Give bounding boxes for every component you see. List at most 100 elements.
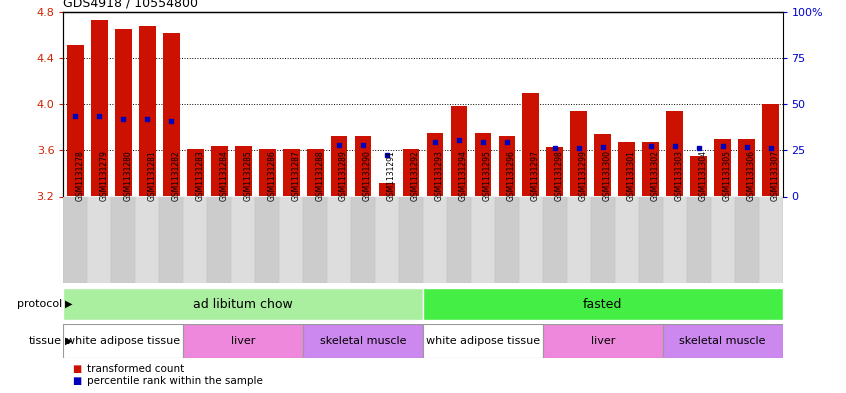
Bar: [159, 196, 184, 283]
Bar: [618, 142, 635, 196]
Text: GSM1131299: GSM1131299: [579, 150, 588, 201]
Bar: [759, 196, 783, 283]
Bar: [523, 93, 539, 196]
Text: skeletal muscle: skeletal muscle: [320, 336, 406, 346]
Text: GSM1131296: GSM1131296: [507, 150, 516, 201]
Bar: [184, 324, 303, 358]
Bar: [567, 196, 591, 283]
Text: liver: liver: [231, 336, 255, 346]
Text: GSM1131278: GSM1131278: [75, 150, 85, 201]
Text: tissue: tissue: [29, 336, 62, 346]
Text: GSM1131297: GSM1131297: [531, 150, 540, 201]
Bar: [687, 196, 711, 283]
Bar: [690, 156, 707, 196]
Text: GSM1131298: GSM1131298: [555, 150, 563, 201]
Text: GSM1131306: GSM1131306: [747, 150, 755, 201]
Bar: [498, 136, 515, 196]
Text: GSM1131290: GSM1131290: [363, 150, 372, 201]
Bar: [639, 196, 662, 283]
Bar: [734, 196, 759, 283]
Bar: [595, 134, 611, 196]
Bar: [255, 196, 279, 283]
Bar: [207, 196, 231, 283]
Text: percentile rank within the sample: percentile rank within the sample: [87, 376, 263, 386]
Bar: [662, 196, 687, 283]
Bar: [662, 324, 783, 358]
Bar: [135, 196, 159, 283]
Text: ■: ■: [72, 376, 81, 386]
Bar: [327, 196, 351, 283]
Bar: [714, 139, 731, 196]
Text: ▶: ▶: [65, 299, 73, 309]
Bar: [570, 111, 587, 196]
Bar: [307, 149, 323, 196]
Text: GSM1131305: GSM1131305: [722, 150, 732, 201]
Bar: [231, 196, 255, 283]
Bar: [279, 196, 303, 283]
Text: skeletal muscle: skeletal muscle: [679, 336, 766, 346]
Bar: [63, 324, 184, 358]
Text: GDS4918 / 10554800: GDS4918 / 10554800: [63, 0, 199, 9]
Bar: [63, 196, 87, 283]
Text: GSM1131302: GSM1131302: [651, 150, 660, 201]
Bar: [426, 133, 443, 196]
Text: GSM1131292: GSM1131292: [411, 150, 420, 201]
Text: GSM1131288: GSM1131288: [315, 150, 324, 201]
Bar: [379, 183, 395, 196]
Bar: [375, 196, 399, 283]
Text: GSM1131291: GSM1131291: [387, 150, 396, 201]
Bar: [543, 324, 662, 358]
Text: GSM1131304: GSM1131304: [699, 150, 707, 201]
Bar: [112, 196, 135, 283]
Bar: [762, 104, 779, 196]
Text: GSM1131287: GSM1131287: [291, 150, 300, 201]
Bar: [259, 149, 276, 196]
Bar: [235, 146, 251, 196]
Text: GSM1131283: GSM1131283: [195, 150, 204, 201]
Bar: [495, 196, 519, 283]
Bar: [351, 196, 375, 283]
Text: GSM1131286: GSM1131286: [267, 150, 276, 201]
Bar: [115, 29, 132, 196]
Text: GSM1131284: GSM1131284: [219, 150, 228, 201]
Text: protocol: protocol: [17, 299, 62, 309]
Bar: [475, 133, 492, 196]
Bar: [303, 324, 423, 358]
Bar: [187, 149, 204, 196]
Bar: [403, 149, 420, 196]
Bar: [447, 196, 471, 283]
Bar: [711, 196, 734, 283]
Bar: [547, 147, 563, 196]
Text: GSM1131279: GSM1131279: [99, 150, 108, 201]
Bar: [67, 45, 84, 196]
Bar: [399, 196, 423, 283]
Bar: [91, 20, 107, 196]
Bar: [163, 33, 179, 196]
Bar: [667, 111, 683, 196]
Bar: [642, 142, 659, 196]
Text: GSM1131280: GSM1131280: [124, 150, 132, 201]
Text: ad libitum chow: ad libitum chow: [194, 298, 293, 311]
Text: GSM1131281: GSM1131281: [147, 150, 157, 201]
Bar: [303, 196, 327, 283]
Text: GSM1131303: GSM1131303: [675, 150, 684, 201]
Text: GSM1131294: GSM1131294: [459, 150, 468, 201]
Text: GSM1131293: GSM1131293: [435, 150, 444, 201]
Text: white adipose tissue: white adipose tissue: [66, 336, 180, 346]
Text: ■: ■: [72, 364, 81, 375]
Bar: [423, 288, 783, 320]
Bar: [354, 136, 371, 196]
Bar: [211, 146, 228, 196]
Bar: [139, 26, 156, 196]
Bar: [423, 324, 543, 358]
Bar: [543, 196, 567, 283]
Bar: [184, 196, 207, 283]
Bar: [739, 139, 755, 196]
Text: GSM1131295: GSM1131295: [483, 150, 492, 201]
Bar: [451, 107, 467, 196]
Bar: [423, 196, 447, 283]
Text: GSM1131307: GSM1131307: [771, 150, 779, 201]
Bar: [87, 196, 112, 283]
Text: GSM1131300: GSM1131300: [602, 150, 612, 201]
Bar: [331, 136, 348, 196]
